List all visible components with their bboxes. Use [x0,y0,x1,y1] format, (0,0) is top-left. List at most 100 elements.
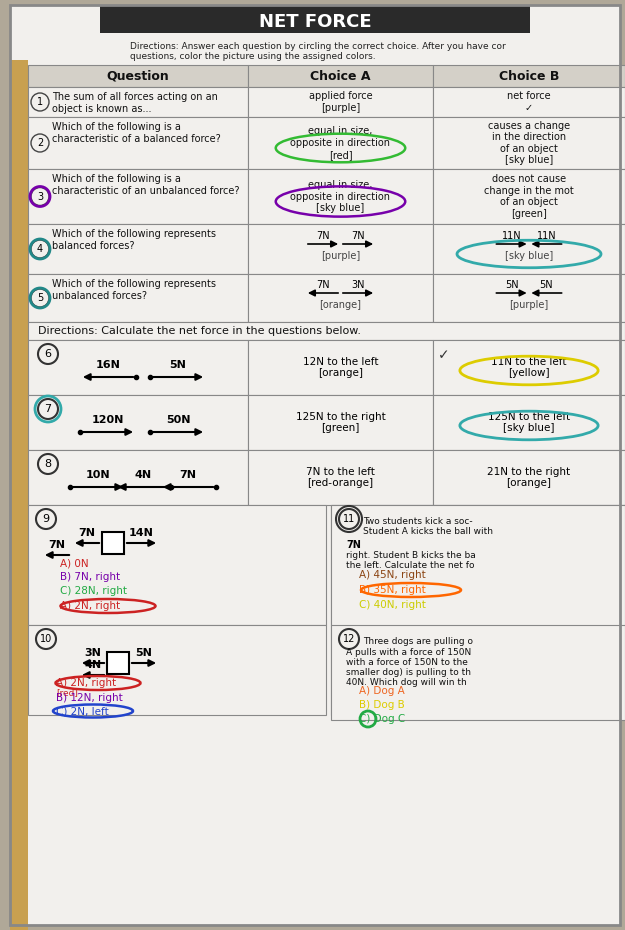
Text: questions, color the picture using the assigned colors.: questions, color the picture using the a… [130,52,376,61]
Text: C) 40N, right: C) 40N, right [359,600,426,610]
FancyBboxPatch shape [248,87,433,117]
Text: A pulls with a force of 150N: A pulls with a force of 150N [346,648,471,657]
Text: 14N: 14N [129,528,154,538]
Text: 5N: 5N [540,280,553,290]
Text: 10N: 10N [86,470,111,480]
Text: 7N: 7N [346,540,361,550]
Text: 3N: 3N [351,280,365,290]
Text: Choice A: Choice A [310,70,371,83]
Text: 11N: 11N [502,231,521,241]
FancyBboxPatch shape [331,505,625,715]
FancyBboxPatch shape [433,450,625,505]
Text: 3N: 3N [84,648,101,658]
Text: 50N: 50N [166,415,190,425]
FancyBboxPatch shape [433,87,625,117]
Text: 7N: 7N [316,231,330,241]
Text: A) 0N: A) 0N [60,558,89,568]
FancyBboxPatch shape [433,169,625,224]
Text: 9: 9 [42,514,49,524]
FancyBboxPatch shape [433,395,625,450]
Text: 7N: 7N [49,540,66,550]
Text: Which of the following is a
characteristic of an unbalanced force?: Which of the following is a characterist… [52,174,239,195]
Text: [purple]: [purple] [321,251,360,261]
Text: 5N: 5N [505,280,518,290]
Text: 7N: 7N [79,528,96,538]
Text: right. Student B kicks the ba: right. Student B kicks the ba [346,551,476,560]
Text: equal in size,
opposite in direction
[red]: equal in size, opposite in direction [re… [291,126,391,160]
Text: Choice B: Choice B [499,70,559,83]
Text: A) 2N, right: A) 2N, right [56,678,116,688]
Text: [purple]: [purple] [509,300,549,310]
FancyBboxPatch shape [100,5,530,33]
Text: Two students kick a soc-
Student A kicks the ball with: Two students kick a soc- Student A kicks… [363,517,493,537]
Text: does not cause
change in the mot
of an object
[green]: does not cause change in the mot of an o… [484,174,574,219]
Text: 3: 3 [37,192,43,202]
Text: [orange]: [orange] [319,300,361,310]
FancyBboxPatch shape [433,340,625,395]
FancyBboxPatch shape [28,274,248,322]
FancyBboxPatch shape [28,117,248,169]
FancyBboxPatch shape [248,65,433,87]
Text: B) 7N, right: B) 7N, right [60,572,120,582]
Text: the left. Calculate the net fo: the left. Calculate the net fo [346,561,474,570]
FancyBboxPatch shape [28,65,248,87]
Text: The sum of all forces acting on an
object is known as...: The sum of all forces acting on an objec… [52,92,218,113]
FancyBboxPatch shape [28,625,326,715]
Text: 5N: 5N [169,360,186,370]
Text: smaller dog) is pulling to th: smaller dog) is pulling to th [346,668,471,677]
Text: B) 12N, right: B) 12N, right [56,693,122,703]
FancyBboxPatch shape [28,505,326,625]
Text: 8: 8 [44,459,51,469]
Text: 21N to the right
[orange]: 21N to the right [orange] [488,467,571,488]
Text: 7N: 7N [351,231,365,241]
FancyBboxPatch shape [433,224,625,274]
FancyBboxPatch shape [248,224,433,274]
Text: 7N: 7N [316,280,330,290]
Text: Directions: Answer each question by circling the correct choice. After you have : Directions: Answer each question by circ… [130,42,506,51]
Text: C) 2N, left: C) 2N, left [56,706,109,716]
Text: 4N: 4N [134,470,152,480]
Text: A) 45N, right: A) 45N, right [359,570,426,580]
FancyBboxPatch shape [248,274,433,322]
Text: 12N to the left
[orange]: 12N to the left [orange] [302,357,378,379]
Text: 40N. Which dog will win th: 40N. Which dog will win th [346,678,467,687]
Text: 16N: 16N [96,360,121,370]
Text: 11N to the left
[yellow]: 11N to the left [yellow] [491,357,567,379]
Text: 125N to the right
[green]: 125N to the right [green] [296,412,386,433]
Text: 1: 1 [37,97,43,107]
Text: Question: Question [107,70,169,83]
Text: Directions: Calculate the net force in the questions below.: Directions: Calculate the net force in t… [38,326,361,336]
Text: Which of the following is a
characteristic of a balanced force?: Which of the following is a characterist… [52,122,221,143]
Text: 6: 6 [44,349,51,359]
Text: 2: 2 [37,138,43,148]
Text: Which of the following represents
balanced forces?: Which of the following represents balanc… [52,229,216,250]
Text: 125N to the left
[sky blue]: 125N to the left [sky blue] [488,412,570,433]
Text: causes a change
in the direction
of an object
[sky blue]: causes a change in the direction of an o… [488,121,570,166]
FancyBboxPatch shape [28,450,248,505]
Text: net force
✓: net force ✓ [508,91,551,113]
FancyBboxPatch shape [10,60,28,930]
Text: 4N: 4N [84,660,101,670]
Text: equal in size,
opposite in direction
[sky blue]: equal in size, opposite in direction [sk… [291,179,391,213]
FancyBboxPatch shape [331,505,625,625]
Text: 10: 10 [40,634,52,644]
FancyBboxPatch shape [248,395,433,450]
Text: with a force of 150N to the: with a force of 150N to the [346,658,468,667]
FancyBboxPatch shape [107,652,129,674]
Text: 4: 4 [37,244,43,254]
Text: A) 2N, right: A) 2N, right [60,601,120,611]
Text: Three dogs are pulling o: Three dogs are pulling o [363,637,473,646]
FancyBboxPatch shape [28,169,248,224]
FancyBboxPatch shape [248,340,433,395]
FancyBboxPatch shape [28,395,248,450]
FancyBboxPatch shape [248,450,433,505]
Text: B) 35N, right: B) 35N, right [359,585,426,595]
Text: C) Dog C: C) Dog C [359,714,405,724]
Text: C) 28N, right: C) 28N, right [60,586,127,596]
FancyBboxPatch shape [10,5,620,925]
Text: 7N: 7N [179,470,196,480]
Text: 5: 5 [37,293,43,303]
Text: B) Dog B: B) Dog B [359,700,405,710]
Text: NET FORCE: NET FORCE [259,13,371,31]
Text: [red]: [red] [56,688,78,697]
